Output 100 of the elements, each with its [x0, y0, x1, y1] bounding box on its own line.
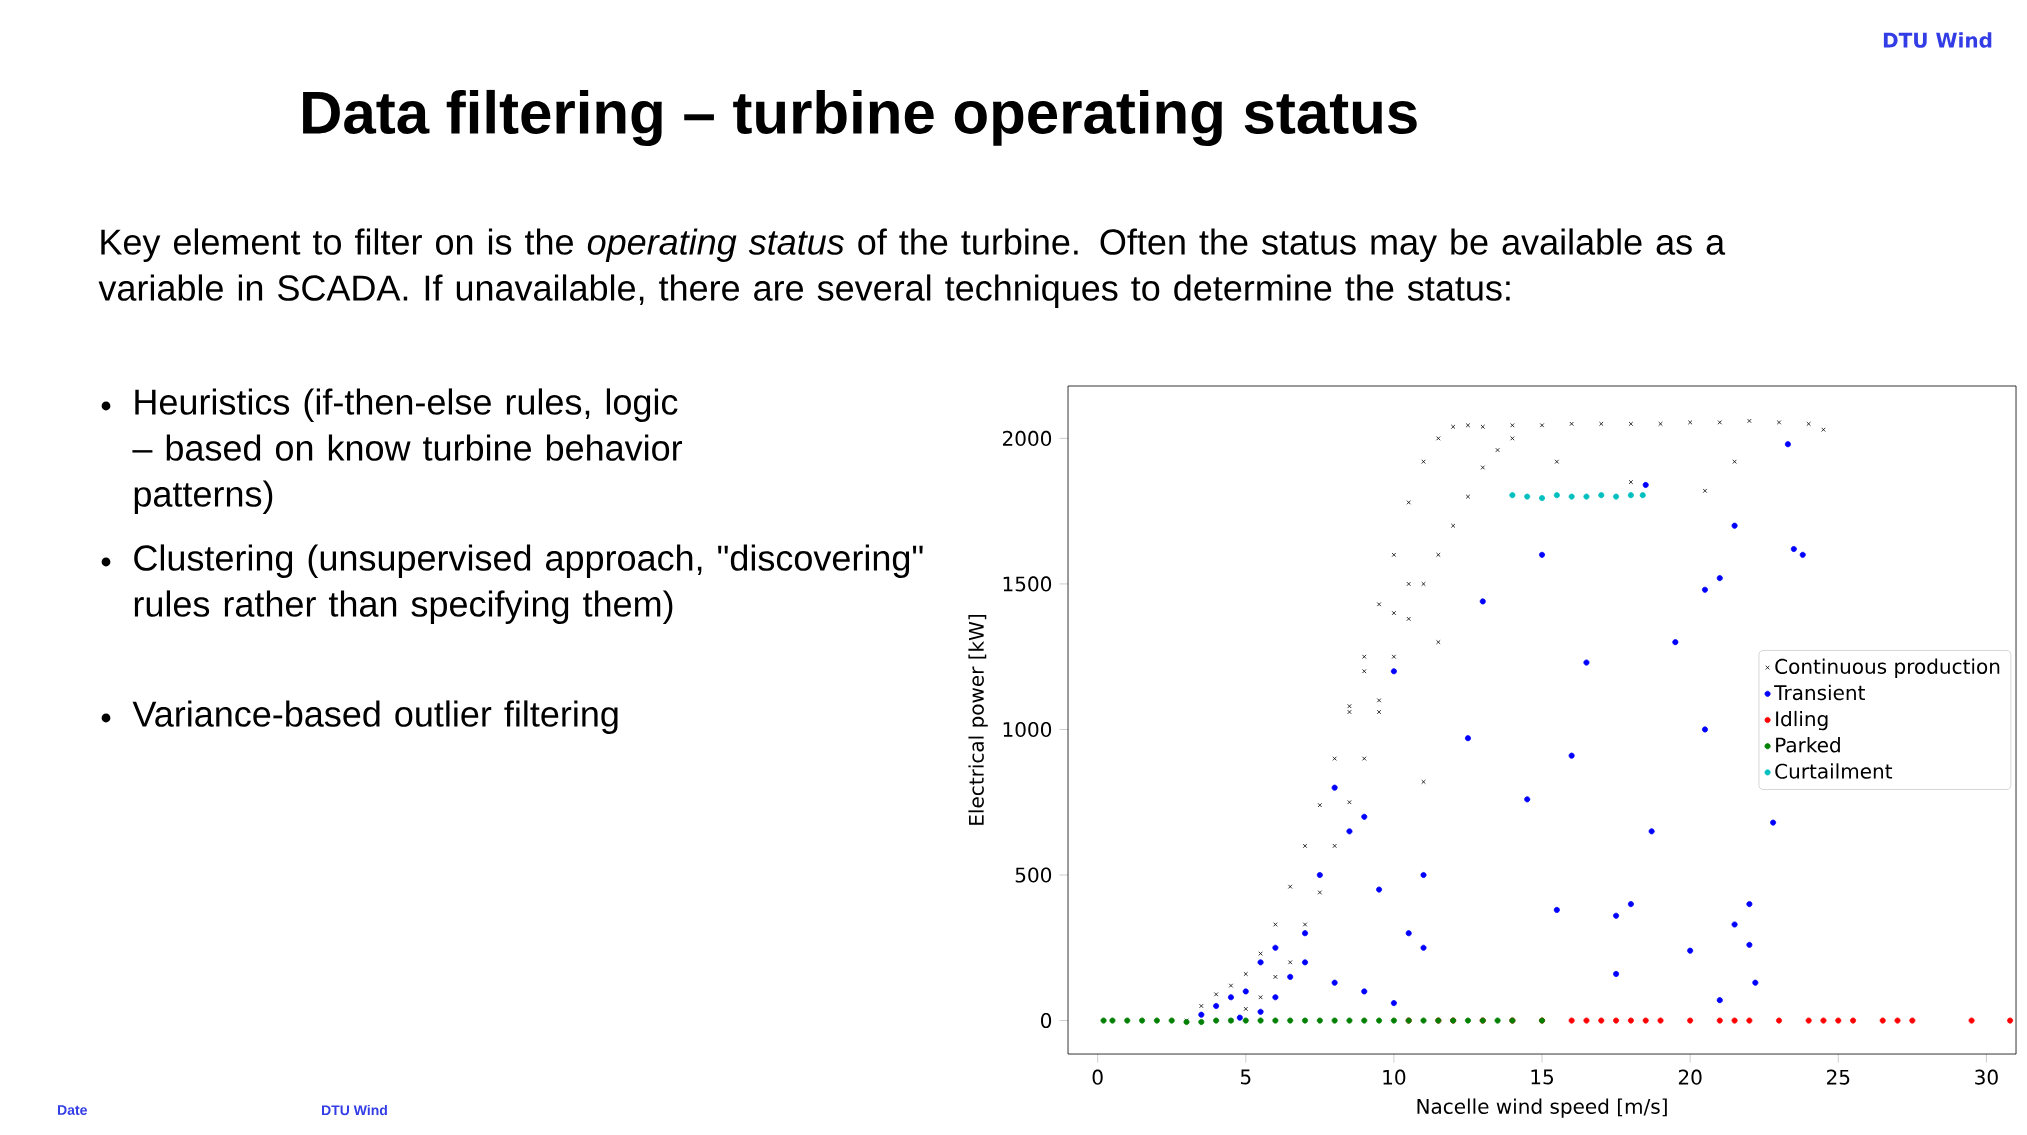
- point: [1642, 1017, 1649, 1024]
- x-tick-label: 15: [1531, 1069, 1553, 1085]
- y-tick-label: 2000: [1002, 430, 1052, 446]
- point: [1420, 872, 1427, 879]
- point: [1257, 1008, 1264, 1015]
- chart-title: Data filtering – turbine operating status: [303, 89, 1417, 147]
- chart-subtitle: Key element to filter on is the operating status of the turbine. Often the status may be available as a variable in SCADA. If unavailable, there are several techniques to determine the status:: [98, 228, 1726, 308]
- point: [1731, 522, 1738, 529]
- point: [1272, 994, 1279, 1001]
- y-tick-label: 1500: [1003, 576, 1052, 592]
- point: [1376, 1017, 1383, 1024]
- point: [1613, 1017, 1620, 1024]
- point: [1100, 1017, 1107, 1024]
- point: [1257, 959, 1264, 966]
- point: [1598, 1017, 1605, 1024]
- point: [1390, 1017, 1397, 1024]
- point: [1701, 726, 1708, 733]
- point: [1464, 1017, 1471, 1024]
- point: [1287, 1017, 1294, 1024]
- point: [1198, 1011, 1205, 1018]
- point: [1302, 930, 1309, 937]
- point: [1539, 495, 1546, 502]
- point: [1716, 1017, 1723, 1024]
- point: [1770, 819, 1777, 826]
- point: [1568, 1017, 1575, 1024]
- point: [1139, 1017, 1146, 1024]
- point: [1850, 1017, 1857, 1024]
- point: [1242, 1017, 1249, 1024]
- point: [1672, 639, 1679, 646]
- point: [1648, 828, 1655, 835]
- text: DTU Wind: [1883, 32, 1992, 48]
- point: [1257, 1017, 1264, 1024]
- point: [1331, 979, 1338, 986]
- point: [1879, 1017, 1886, 1024]
- point: [1784, 441, 1791, 448]
- legend-label: Curtailment: [1775, 763, 1893, 779]
- point: [1752, 979, 1759, 986]
- point: [1524, 796, 1531, 803]
- text: DTU Wind: [322, 1104, 387, 1116]
- point: [1494, 1017, 1501, 1024]
- x-tick-label: 5: [1240, 1069, 1251, 1085]
- y-tick-label: 500: [1015, 867, 1052, 883]
- point: [1639, 492, 1646, 499]
- point: [1716, 997, 1723, 1004]
- point: [1613, 493, 1620, 500]
- point: [1583, 659, 1590, 666]
- point: [1331, 784, 1338, 791]
- point: [1331, 1017, 1338, 1024]
- point: [1213, 1002, 1220, 1009]
- point: [1361, 1017, 1368, 1024]
- point: [1746, 941, 1753, 948]
- text: Variance-based outlier filtering: [132, 700, 618, 734]
- point: [1790, 546, 1797, 553]
- point: [1376, 886, 1383, 893]
- point: [1553, 492, 1560, 499]
- x-tick-label: 20: [1678, 1069, 1702, 1085]
- point: [1687, 947, 1694, 954]
- point: [1361, 813, 1368, 820]
- point: [1227, 994, 1234, 1001]
- point: [1236, 1014, 1243, 1021]
- point: [1731, 1017, 1738, 1024]
- point: [1627, 492, 1634, 499]
- point: [1302, 959, 1309, 966]
- text: Clustering (unsupervised approach, "discovering" rules rather than specifying them): [134, 544, 923, 624]
- x-tick-label: 25: [1827, 1069, 1850, 1085]
- point: [1642, 481, 1649, 488]
- point: [1820, 1017, 1827, 1024]
- point: [1568, 752, 1575, 759]
- point: [1799, 551, 1806, 558]
- y-tick-label: 1000: [1003, 721, 1052, 738]
- point: [1168, 1017, 1175, 1024]
- x-tick-label: 0: [1092, 1069, 1103, 1085]
- point: [1894, 1017, 1901, 1024]
- point: [1539, 551, 1546, 558]
- point: [2007, 1017, 2014, 1024]
- point: [1583, 1017, 1590, 1024]
- point: [1420, 1017, 1427, 1024]
- point: [1687, 1017, 1694, 1024]
- point: [1613, 912, 1620, 919]
- point: [1835, 1017, 1842, 1024]
- text: Date: [58, 1105, 87, 1115]
- point: [1479, 598, 1486, 605]
- point: [1287, 973, 1294, 980]
- y-tick-label: 0: [1041, 1012, 1052, 1029]
- point: [1198, 1018, 1205, 1025]
- point: [1124, 1017, 1131, 1024]
- point: [1627, 901, 1634, 908]
- text: Heuristics (if-then-else rules, logic – based on know turbine behavior patterns): [132, 388, 683, 514]
- x-axis-title: Nacelle wind speed [m/s]: [1417, 1098, 1667, 1118]
- point: [1213, 1017, 1220, 1024]
- point: [1272, 944, 1279, 951]
- point: [1805, 1017, 1812, 1024]
- point: [1716, 575, 1723, 582]
- point: [1568, 493, 1575, 500]
- point: [1657, 1017, 1664, 1024]
- legend-label: Transient: [1774, 684, 1865, 701]
- point: [1464, 735, 1471, 742]
- point: [1627, 1017, 1634, 1024]
- point: [1420, 944, 1427, 951]
- point: [1316, 1017, 1323, 1024]
